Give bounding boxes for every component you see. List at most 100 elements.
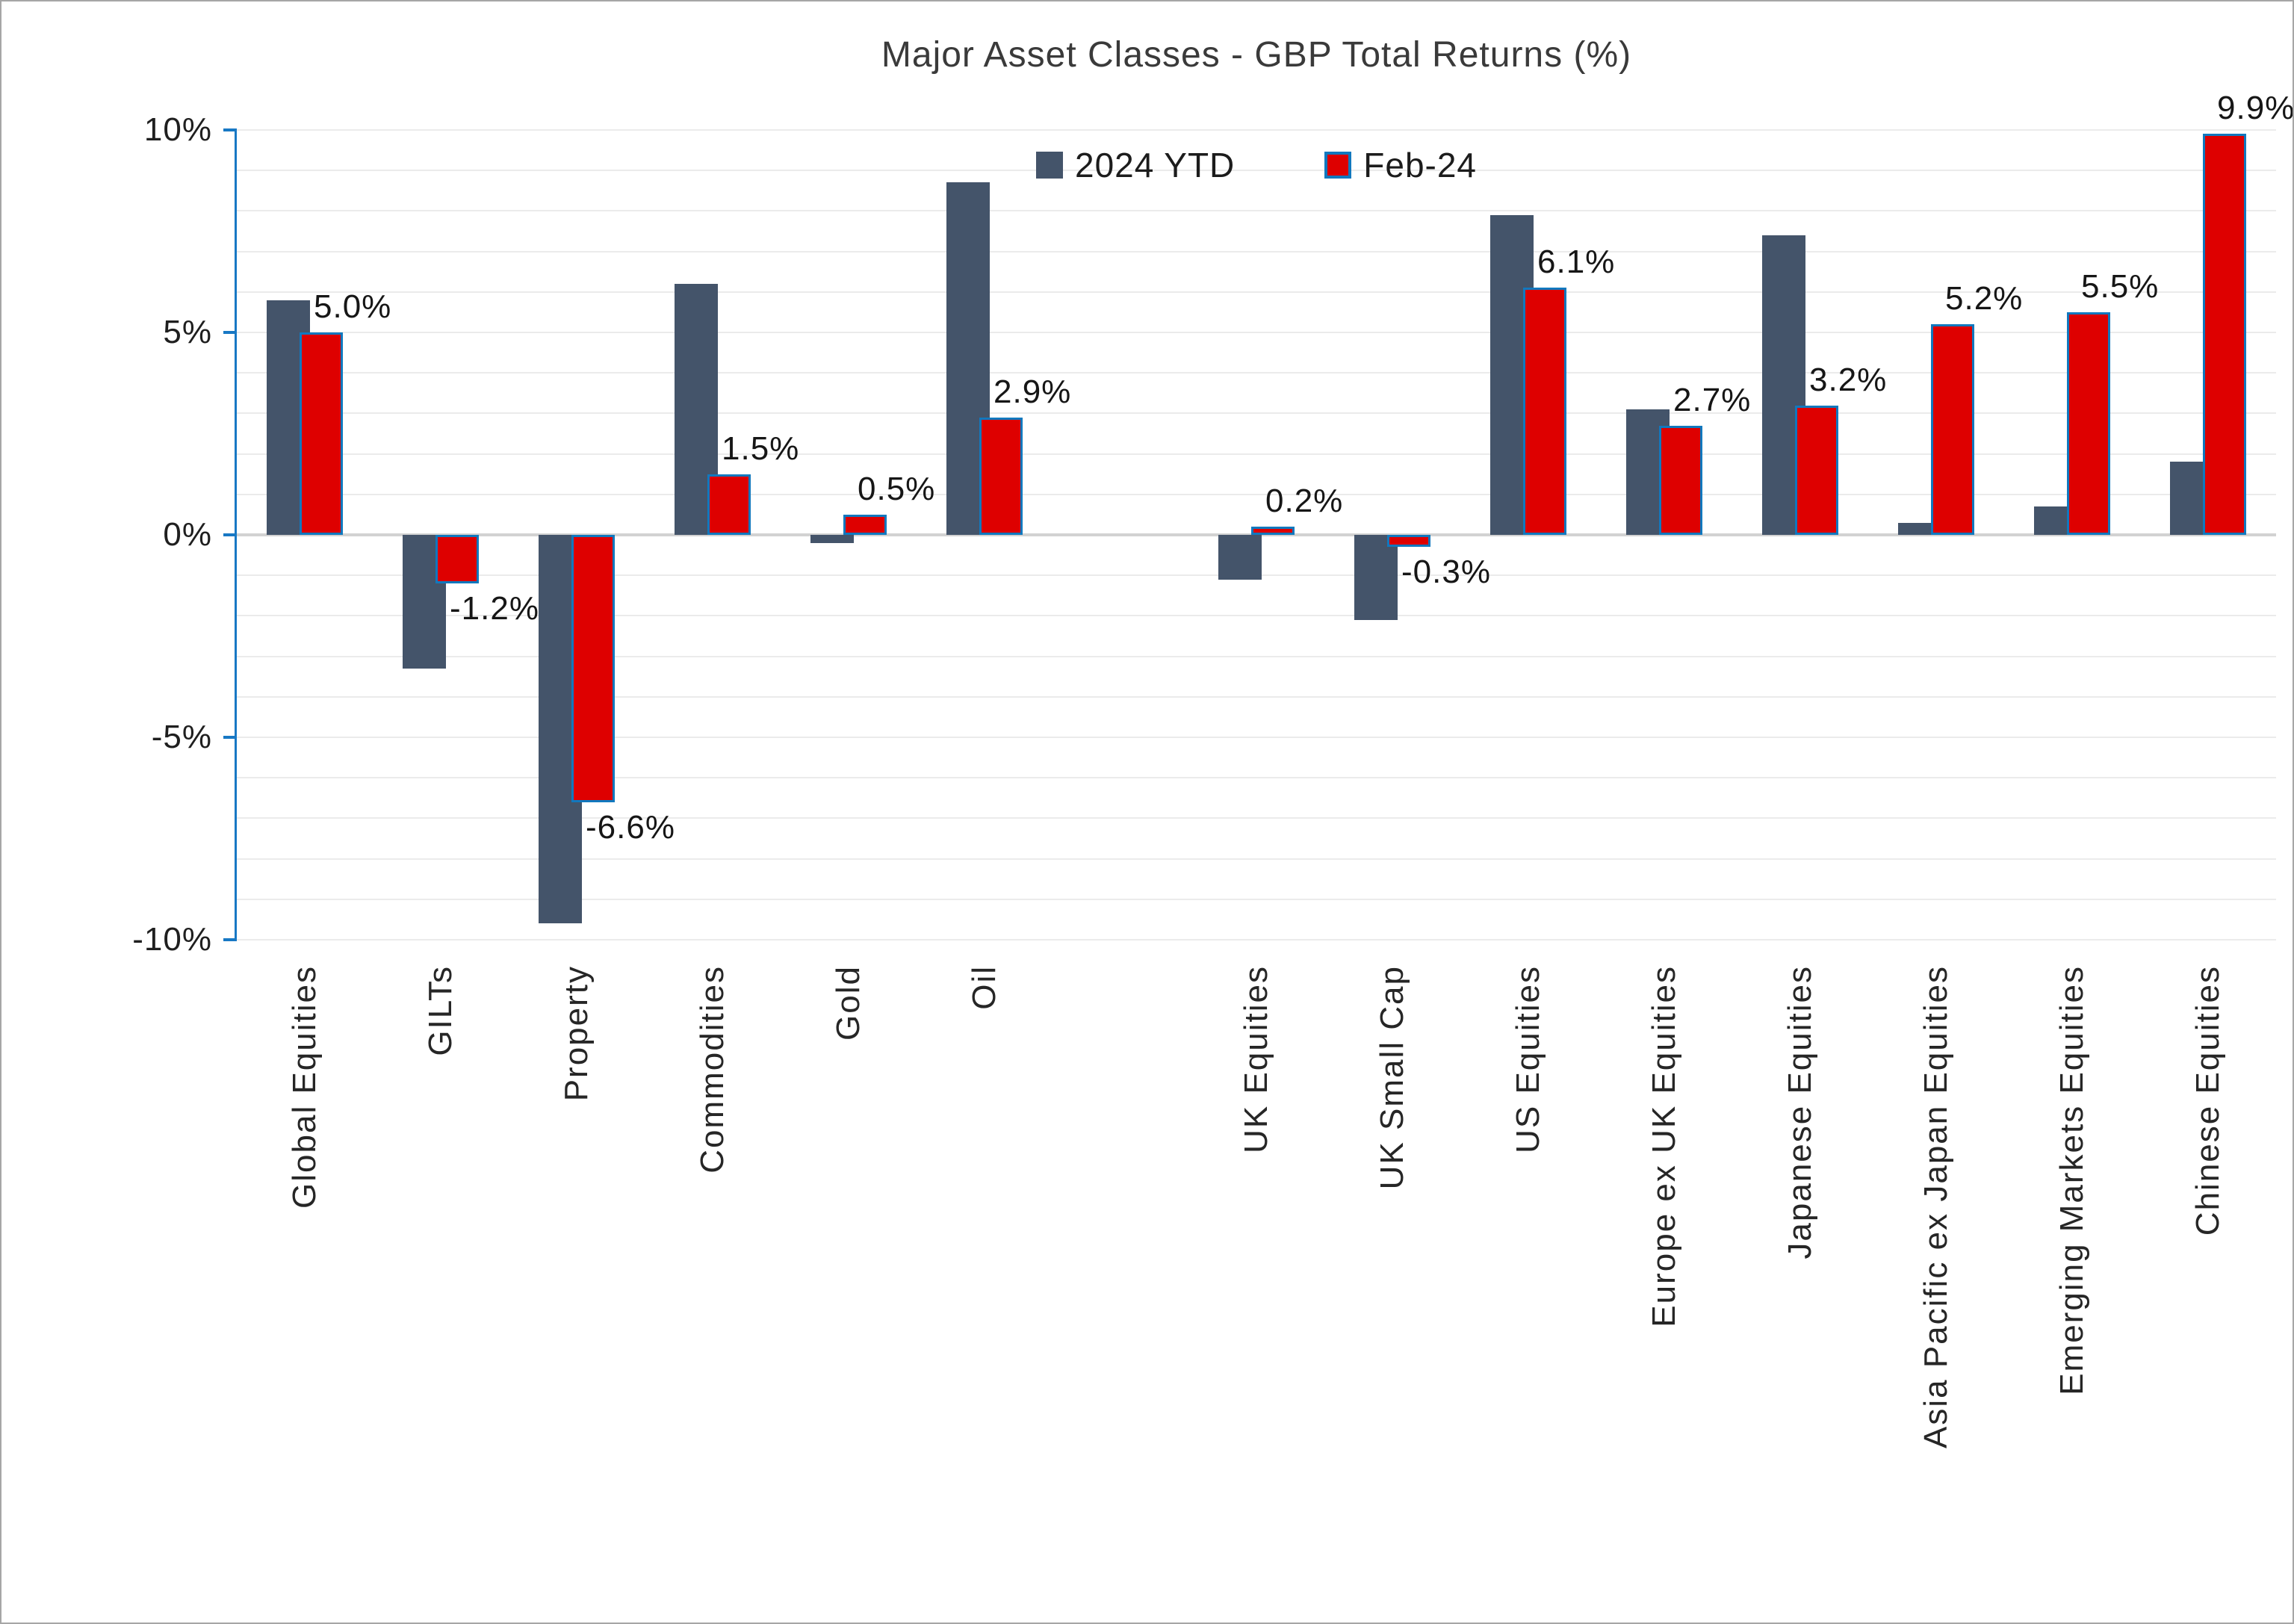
- data-label-feb-24-property: -6.6%: [586, 808, 675, 846]
- gridline: [237, 332, 2276, 333]
- bars-container: 5.0% -1.2% -6.6% 1.5% 0.5% 2.9% 0.2% -0.3% 6.1% 2…: [237, 90, 2293, 940]
- x-slot-oil: Oil: [917, 965, 1053, 1585]
- bar-feb-24-europe-ex-uk-equities: [1659, 425, 1702, 535]
- category-slot-gilts: -1.2%: [373, 130, 539, 940]
- x-slot-global-equities: Global Equities: [237, 965, 373, 1585]
- gridline: [237, 939, 2276, 940]
- gridline: [237, 170, 2276, 172]
- gridline: [237, 695, 2276, 698]
- x-slot-us-equities: US Equities: [1460, 965, 1596, 1585]
- bar-feb-24-oil: [979, 417, 1023, 535]
- y-axis-tick: [223, 128, 237, 131]
- bar-feb-24-japanese-equities: [1795, 405, 1838, 535]
- category-slot-separator: [1053, 130, 1188, 940]
- y-axis-label: 5%: [163, 314, 212, 350]
- data-label-feb-24-gold: 0.5%: [858, 470, 936, 507]
- legend-swatch-feb-24: [1324, 152, 1352, 179]
- gridline: [237, 898, 2276, 900]
- bar-feb-24-emerging-markets-equities: [2067, 312, 2110, 535]
- bar-feb-24-gilts: [435, 535, 479, 584]
- data-label-feb-24-gilts: -1.2%: [450, 590, 539, 627]
- legend-label-feb-24: Feb-24: [1363, 146, 1478, 185]
- legend-item-2024-ytd: 2024 YTD: [1035, 145, 1236, 185]
- x-slot-asia-pacific-ex-japan-equities: Asia Pacific ex Japan Equities: [1868, 965, 2004, 1585]
- x-axis-label-gilts: GILTs: [422, 965, 459, 1056]
- x-axis-label-asia-pacific-ex-japan-equities: Asia Pacific ex Japan Equities: [1918, 965, 1954, 1448]
- y-axis-tick: [223, 331, 237, 334]
- x-slot-property: Property: [509, 965, 645, 1585]
- x-slot-gold: Gold: [781, 965, 917, 1585]
- x-axis-labels: Global Equities GILTs Property Commodities G…: [237, 965, 2276, 1585]
- gridline: [237, 372, 2276, 374]
- x-axis-label-europe-ex-uk-equities: Europe ex UK Equities: [1646, 965, 1682, 1327]
- legend-label-2024-ytd: 2024 YTD: [1074, 146, 1236, 185]
- gridline: [237, 291, 2276, 293]
- data-label-feb-24-chinese-equities: 9.9%: [2217, 90, 2294, 127]
- category-slot-commodities: 1.5%: [645, 130, 799, 940]
- x-axis-label-us-equities: US Equities: [1510, 965, 1546, 1153]
- x-axis-label-oil: Oil: [966, 965, 1002, 1010]
- bar-2024-ytd-asia-pacific-ex-japan-equities: [1898, 522, 1941, 535]
- x-slot-uk-equities: UK Equities: [1188, 965, 1324, 1585]
- data-label-feb-24-us-equities: 6.1%: [1537, 244, 1616, 281]
- x-slot-europe-ex-uk-equities: Europe ex UK Equities: [1596, 965, 1732, 1585]
- x-axis-label-gold: Gold: [830, 965, 867, 1041]
- category-slot-global-equities: 5.0%: [237, 130, 391, 940]
- x-axis-label-commodities: Commodities: [694, 965, 731, 1174]
- category-slot-uk-equities: 0.2%: [1188, 130, 1342, 940]
- y-axis-label: -5%: [151, 719, 212, 755]
- category-slot-gold: 0.5%: [781, 130, 934, 940]
- bar-2024-ytd-uk-small-cap: [1354, 535, 1398, 620]
- bar-feb-24-global-equities: [300, 332, 343, 535]
- gridline: [237, 493, 2276, 495]
- x-slot-separator: [1053, 965, 1188, 1585]
- y-axis-tick: [223, 938, 237, 941]
- gridline: [237, 655, 2276, 657]
- x-slot-uk-small-cap: UK Small Cap: [1324, 965, 1460, 1585]
- gridline: [237, 453, 2276, 455]
- bar-feb-24-property: [571, 535, 615, 802]
- gridline: [237, 129, 2276, 131]
- legend-item-feb-24: Feb-24: [1324, 145, 1477, 185]
- bar-feb-24-gold: [843, 514, 887, 535]
- y-axis-tick: [223, 533, 237, 536]
- data-label-feb-24-uk-small-cap: -0.3%: [1401, 554, 1491, 591]
- x-axis-label-japanese-equities: Japanese Equities: [1782, 965, 1818, 1259]
- x-slot-emerging-markets-equities: Emerging Markets Equities: [2004, 965, 2140, 1585]
- data-label-feb-24-global-equities: 5.0%: [314, 288, 392, 325]
- x-axis-label-uk-small-cap: UK Small Cap: [1374, 965, 1410, 1190]
- data-label-feb-24-japanese-equities: 3.2%: [1809, 361, 1888, 398]
- x-axis-label-uk-equities: UK Equities: [1238, 965, 1274, 1153]
- gridline: [237, 412, 2276, 415]
- data-label-feb-24-emerging-markets-equities: 5.5%: [2081, 267, 2160, 305]
- legend: 2024 YTD Feb-24: [237, 142, 2276, 188]
- bar-feb-24-uk-equities: [1251, 527, 1295, 535]
- y-axis-label: 0%: [163, 516, 212, 553]
- x-axis-label-emerging-markets-equities: Emerging Markets Equities: [2053, 965, 2090, 1395]
- category-slot-oil: 2.9%: [917, 130, 1070, 940]
- chart-title: Major Asset Classes - GBP Total Returns …: [881, 35, 1632, 75]
- category-slot-us-equities: 6.1%: [1460, 130, 1614, 940]
- gridline: [237, 210, 2276, 212]
- category-slot-uk-small-cap: -0.3%: [1324, 130, 1490, 940]
- gridline: [237, 615, 2276, 617]
- category-slot-emerging-markets-equities: 5.5%: [2004, 130, 2158, 940]
- x-slot-chinese-equities: Chinese Equities: [2140, 965, 2276, 1585]
- data-label-feb-24-oil: 2.9%: [993, 373, 1072, 410]
- gridline: [237, 737, 2276, 738]
- data-label-feb-24-uk-equities: 0.2%: [1265, 483, 1344, 520]
- x-axis-label-global-equities: Global Equities: [286, 965, 323, 1209]
- category-slot-europe-ex-uk-equities: 2.7%: [1596, 130, 1750, 940]
- bar-2024-ytd-gold: [810, 535, 854, 543]
- bar-feb-24-uk-small-cap: [1387, 535, 1430, 548]
- x-slot-japanese-equities: Japanese Equities: [1732, 965, 1868, 1585]
- x-slot-commodities: Commodities: [645, 965, 781, 1585]
- category-slot-asia-pacific-ex-japan-equities: 5.2%: [1868, 130, 2022, 940]
- gridline: [237, 817, 2276, 819]
- bar-feb-24-asia-pacific-ex-japan-equities: [1931, 324, 1974, 535]
- bar-feb-24-us-equities: [1523, 288, 1566, 535]
- gridline: [237, 777, 2276, 779]
- gridline: [237, 250, 2276, 252]
- x-axis-label-property: Property: [558, 965, 595, 1102]
